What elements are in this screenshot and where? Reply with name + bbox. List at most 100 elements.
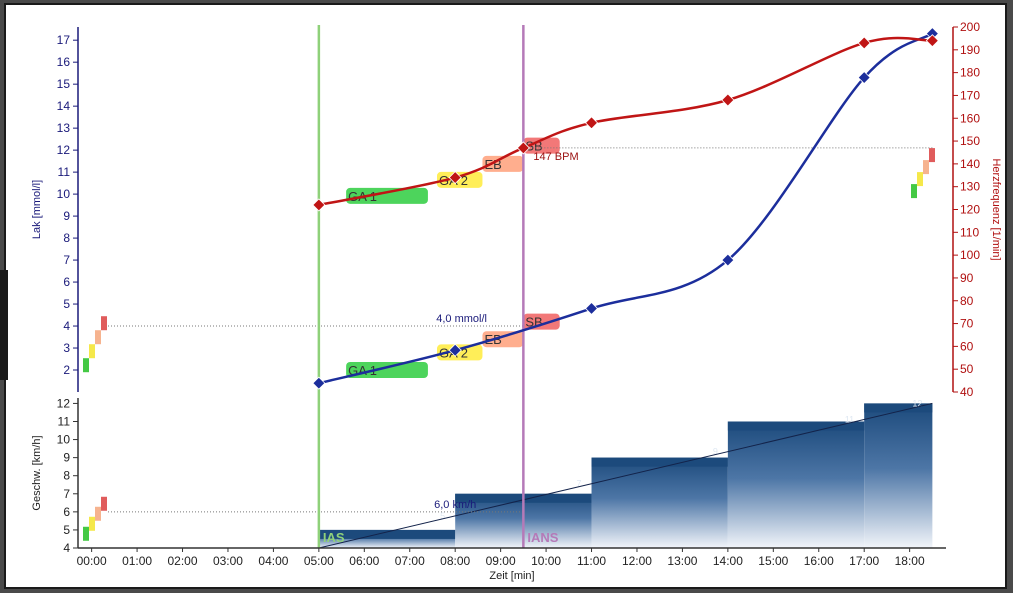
hr-tick-label: 40 [960,385,974,399]
speed-bar-cap [318,529,456,539]
marker-label-ians: IANS [527,530,558,545]
speed-tick-label: 12 [57,396,71,410]
zone-box [482,331,524,348]
heart_rate-point [584,116,599,130]
heart_rate-point [448,170,462,185]
lactate-tick-label: 6 [63,275,70,289]
speed-tick-label: 4 [63,541,70,555]
zone-box [346,362,428,379]
lactate-tick-label: 15 [57,77,71,91]
zone-legend-speed [95,506,101,521]
hr-tick-label: 190 [960,43,980,57]
zone-box [523,137,560,154]
time-tick-label: 12:00 [622,554,652,568]
speed-bar-label: 9 [713,447,718,457]
hr-tick-label: 120 [960,203,980,217]
hr-tick-label: 140 [960,157,980,171]
lactate-tick-label: 4 [63,319,70,333]
speed-bar [727,421,865,548]
speed-tick-label: 7 [63,487,70,501]
hr-tick-label: 50 [960,362,974,376]
lactate-tick-label: 5 [63,297,70,311]
zone-legend-hr [923,160,929,175]
lactate-tick-label: 10 [57,187,71,201]
speed-bar-label: 5 [440,511,445,521]
speed-axis-title: Geschw. [km/h] [31,435,43,510]
lactate-tick-label: 8 [63,231,70,245]
zone-legend-speed [89,516,95,531]
time-tick-label: 03:00 [213,554,243,568]
speed-ramp-line [318,402,933,549]
hr-axis-title: Herzfrequenz [1/min] [990,158,1002,260]
time-tick-label: 10:00 [531,554,561,568]
time-tick-label: 08:00 [440,554,470,568]
speed-bar [864,403,933,548]
hr-tick-label: 90 [960,271,974,285]
time-tick-label: 18:00 [895,554,925,568]
speed-bar-cap [864,403,933,413]
lactate-point [721,253,735,267]
lactate-tick-label: 7 [63,253,70,267]
lactate-point [584,301,599,316]
speed-tick-label: 8 [63,469,70,483]
speed-chart: 5 7 9 11 12 6,0 km/h [108,398,933,549]
zone-legend-hr [917,172,923,187]
time-tick-label: 16:00 [804,554,834,568]
time-tick-label: 06:00 [349,554,379,568]
zone-box [437,171,483,188]
lactate-tick-label: 2 [63,363,70,377]
speed-tick-label: 11 [58,414,71,428]
lactate-axis-title: Lak [mmol/l] [31,180,43,239]
threshold-markers: 4,0 mmol/l 147 BPM IAS IANS [83,25,935,548]
zone-legend-lactate [101,316,107,331]
lactate-point [312,376,326,390]
time-tick-label: 00:00 [77,554,107,568]
hr-tick-label: 80 [960,294,974,308]
lactate-tick-label: 3 [63,341,70,355]
speed-tick-label: 5 [63,523,70,537]
hr-tick-label: 60 [960,339,974,353]
time-tick-label: 17:00 [849,554,879,568]
hr-tick-label: 100 [960,248,980,262]
zone-box [346,187,428,204]
speed-bar-label: 7 [577,479,582,489]
time-tick-label: 04:00 [258,554,288,568]
heart_rate-curve [318,36,933,207]
hr-tick-label: 110 [960,225,979,239]
lactate-tick-label: 13 [57,121,71,135]
window-edge [0,270,8,380]
zone-box [482,155,524,172]
speed-bar [591,457,728,548]
speed-bar-label: 11 [845,414,854,424]
heart_rate-point [312,198,326,212]
lactate-point [448,343,462,357]
zone-legend-lactate [95,330,101,345]
time-tick-label: 15:00 [758,554,788,568]
marker-label-ias: IAS [323,530,345,545]
speed-bar-cap [591,457,728,467]
lactate-tick-label: 11 [58,165,71,179]
speed-tick-label: 6 [63,505,70,519]
zone-legend-hr [929,148,935,163]
lactate-tick-label: 12 [57,143,71,157]
lactate-tick-label: 17 [57,33,71,47]
time-tick-label: 09:00 [486,554,516,568]
speed-tick-label: 9 [63,451,70,465]
heart_rate-point [857,36,871,50]
zone-legend-lactate [89,344,95,359]
speed-threshold-label: 6,0 km/h [434,499,476,511]
time-tick-label: 07:00 [395,554,425,568]
time-tick-label: 01:00 [122,554,152,568]
time-tick-label: 13:00 [667,554,697,568]
zone-legend-speed [101,496,107,511]
hr-tick-label: 160 [960,111,980,125]
lactate-hr-series [312,27,939,390]
hr-tick-label: 70 [960,317,974,331]
time-axis-title: Zeit [min] [489,570,534,582]
hr-tick-label: 180 [960,66,980,80]
speed-bar-label: 12 [912,398,922,408]
lactate-threshold-label: 4,0 mmol/l [436,313,487,325]
time-tick-label: 11:00 [577,554,606,568]
